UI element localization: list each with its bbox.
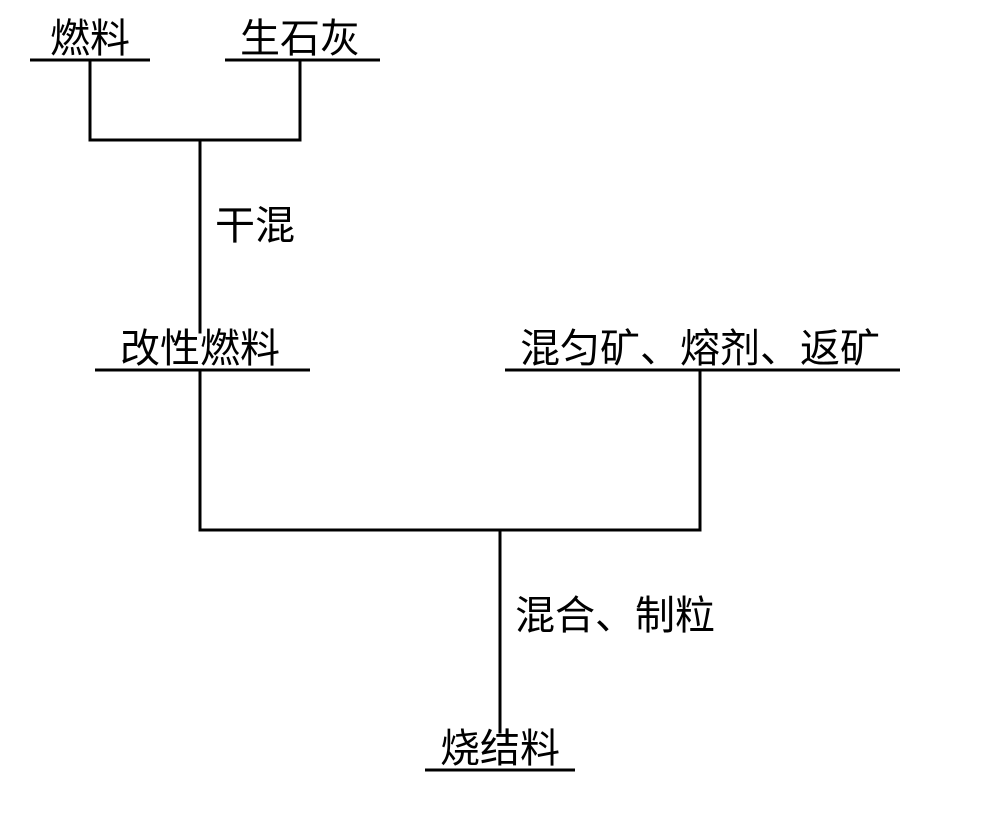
node-group: 燃料 生石灰 改性燃料 混匀矿、熔剂、返矿 烧结料 (30, 16, 900, 771)
node-quicklime-label: 生石灰 (240, 16, 360, 61)
edge-label-group: 干混 混合、制粒 (215, 203, 715, 638)
node-fuel-label: 燃料 (50, 16, 130, 61)
edge-label-mix-gran: 混合、制粒 (515, 593, 715, 638)
node-ore-mix-label: 混匀矿、熔剂、返矿 (520, 326, 880, 371)
node-modified-fuel-label: 改性燃料 (120, 326, 280, 371)
flowchart-canvas: 燃料 生石灰 改性燃料 混匀矿、熔剂、返矿 烧结料 干混 混合、制粒 (0, 0, 1000, 820)
edge-label-dry-mix: 干混 (215, 203, 295, 248)
node-sinter-label: 烧结料 (440, 726, 560, 771)
